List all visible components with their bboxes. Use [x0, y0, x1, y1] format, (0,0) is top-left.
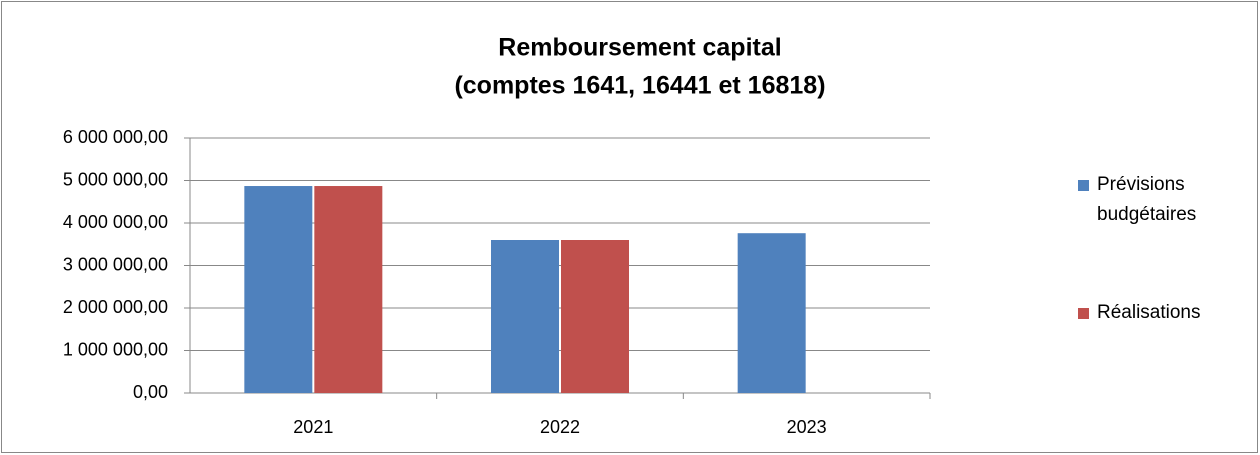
bar	[314, 186, 383, 393]
bar	[491, 240, 559, 393]
y-tick-label: 3 000 000,00	[63, 254, 168, 274]
y-tick-label: 0,00	[133, 382, 168, 402]
y-tick-label: 4 000 000,00	[63, 212, 168, 232]
x-tick-label: 2022	[540, 417, 580, 437]
x-tick-label: 2023	[787, 417, 827, 437]
bar	[561, 240, 629, 393]
chart-title: (comptes 1641, 16441 et 16818)	[454, 72, 825, 100]
legend-label: Prévisions budgétaires	[1097, 174, 1197, 225]
y-tick-label: 2 000 000,00	[63, 297, 168, 317]
legend-swatch	[1078, 308, 1089, 319]
chart-title: Remboursement capital	[498, 34, 781, 62]
legend-entry: Réalisations	[1078, 298, 1258, 328]
y-tick-label: 1 000 000,00	[63, 339, 168, 359]
legend-entry: Prévisions budgétaires	[1078, 170, 1258, 230]
y-tick-label: 5 000 000,00	[63, 169, 168, 189]
y-tick-label: 6 000 000,00	[63, 127, 168, 147]
x-tick-label: 2021	[293, 417, 333, 437]
legend-label: Réalisations	[1097, 302, 1201, 323]
bar	[737, 233, 806, 393]
legend-swatch	[1078, 180, 1089, 191]
bar	[244, 186, 313, 393]
